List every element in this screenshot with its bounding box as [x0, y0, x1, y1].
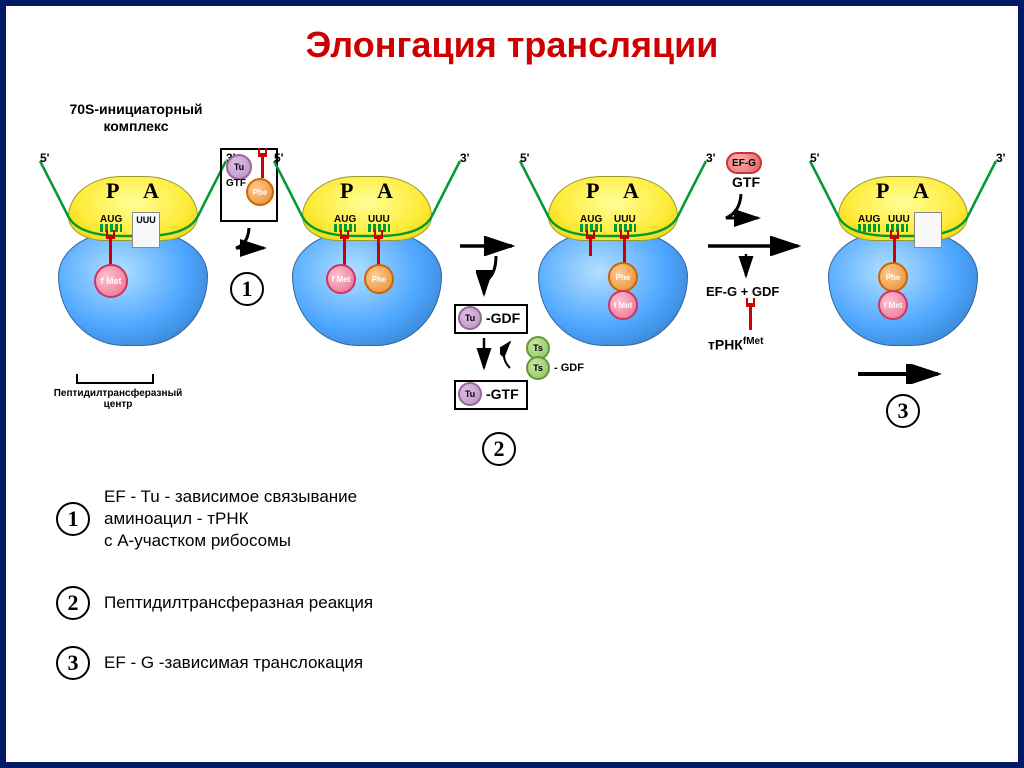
end-5prime: 5' — [40, 151, 50, 165]
phe-incoming: Phe — [246, 178, 274, 206]
phe-aa: Phe — [608, 262, 638, 292]
p-site-label: P — [876, 178, 889, 204]
codon-uuu-box: UUU — [132, 212, 160, 248]
end-5prime: 5' — [810, 151, 820, 165]
p-site-label: P — [106, 178, 119, 204]
arrow-step1 — [224, 226, 274, 266]
legend-2-circle: 2 — [56, 586, 90, 620]
a-site-label: A — [143, 178, 159, 204]
ribosome-diagram-area: 5' 3' P A AUG UUU f Met Пептидилтрансфер… — [6, 156, 1018, 416]
codon-marks — [334, 224, 356, 232]
fmet-aa: f Met — [94, 264, 128, 298]
step-1-marker: 1 — [230, 272, 264, 306]
arrow-tu-recycle — [474, 336, 494, 376]
a-site-label: A — [913, 178, 929, 204]
legend-1: 1 EF - Tu - зависимое связывание аминоац… — [56, 486, 357, 552]
codon-marks — [858, 224, 880, 232]
step-2-marker: 2 — [482, 432, 516, 466]
efg-factor: EF-G — [726, 152, 762, 174]
arrow-to-4 — [706, 236, 806, 256]
end-3prime: 3' — [460, 151, 470, 165]
ribosome-4: 5' 3' P A AUG UUU AAA Phe f Met — [818, 156, 988, 356]
step-3-marker: 3 — [886, 394, 920, 428]
legend-1-text: EF - Tu - зависимое связывание аминоацил… — [104, 486, 357, 552]
tu-factor-3: Tu — [458, 382, 482, 406]
arrow-step2-down — [476, 254, 516, 300]
large-subunit — [58, 231, 208, 346]
legend-3: 3 EF - G -зависимая транслокация — [56, 646, 363, 680]
legend-2: 2 Пептидилтрансферазная реакция — [56, 586, 373, 620]
ts-gdf-label: - GDF — [554, 362, 584, 374]
fmet-aa: f Met — [608, 290, 638, 320]
mrna-strand — [808, 156, 998, 246]
ribosome-3: 5' 3' P A AUG UUU Phe f Met — [528, 156, 698, 356]
a-site-label: A — [623, 178, 639, 204]
end-5prime: 5' — [274, 151, 284, 165]
mrna-strand — [272, 156, 462, 246]
arrow-efg-out — [736, 252, 756, 282]
phe-aa: Phe — [364, 264, 394, 294]
a-site-empty — [914, 212, 942, 248]
tu-gdf-label: -GDF — [486, 310, 520, 326]
subheader-70s: 70S-инициаторный комплекс — [66, 101, 206, 135]
tu-factor-1: Tu — [226, 154, 252, 180]
ribosome-2: 5' 3' P A AUG UUU f Met Phe — [282, 156, 452, 356]
codon-marks — [614, 224, 636, 232]
legend-3-circle: 3 — [56, 646, 90, 680]
arrow-to-3 — [458, 236, 520, 256]
ribosome-1: 5' 3' P A AUG UUU f Met — [48, 156, 218, 356]
tu-factor-2: Tu — [458, 306, 482, 330]
fmet-aa: f Met — [878, 290, 908, 320]
a-site-label: A — [377, 178, 393, 204]
arrow-efg-in — [716, 192, 766, 236]
codon-uuu: UUU — [136, 215, 156, 225]
end-5prime: 5' — [520, 151, 530, 165]
gtf-label-1: GTF — [226, 178, 246, 189]
end-3prime: 3' — [996, 151, 1006, 165]
p-site-label: P — [586, 178, 599, 204]
arrow-continue — [856, 364, 946, 384]
p-site-label: P — [340, 178, 353, 204]
legend-3-text: EF - G -зависимая транслокация — [104, 653, 363, 673]
phe-aa: Phe — [878, 262, 908, 292]
large-subunit — [828, 231, 978, 346]
pt-center-label: Пептидилтрансферазный центр — [48, 388, 188, 410]
codon-marks — [368, 224, 390, 232]
fmet-aa: f Met — [326, 264, 356, 294]
ts-2: Ts — [526, 356, 550, 380]
legend-1-circle: 1 — [56, 502, 90, 536]
trna-fmet-label: тРНКfMet — [708, 336, 763, 353]
pt-center-bracket — [76, 374, 154, 384]
end-3prime: 3' — [706, 151, 716, 165]
mrna-strand — [518, 156, 708, 246]
legend-2-text: Пептидилтрансферазная реакция — [104, 593, 373, 613]
codon-marks — [580, 224, 602, 232]
efg-gtf-label: GTF — [732, 174, 760, 190]
efg-gdf-label: EF-G + GDF — [706, 284, 779, 299]
tu-gtf-label: -GTF — [486, 386, 519, 402]
codon-marks — [100, 224, 122, 232]
page-title: Элонгация трансляции — [6, 24, 1018, 66]
